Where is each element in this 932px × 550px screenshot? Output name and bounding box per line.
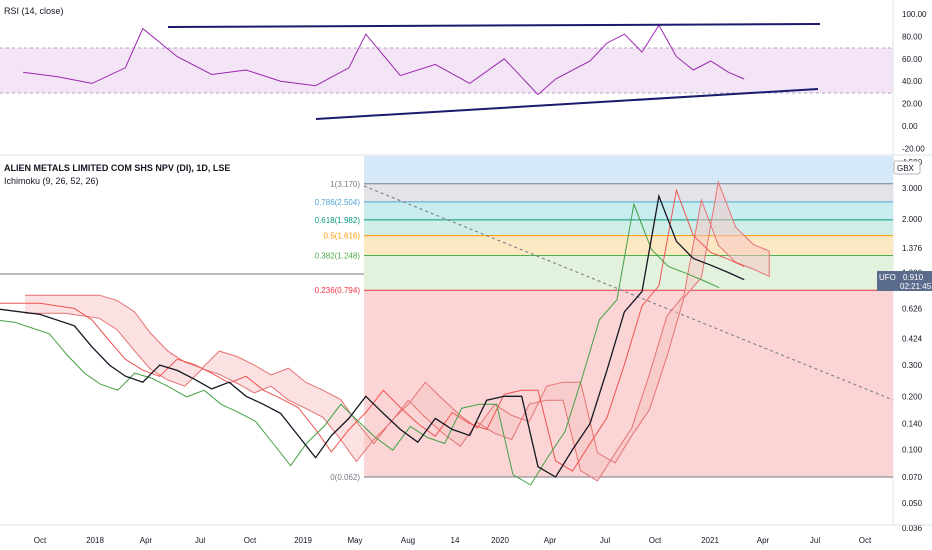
rsi-tick-label: -20.00 <box>902 144 925 153</box>
price-tick-label: 3.000 <box>902 184 923 193</box>
price-tick-label: 0.140 <box>902 420 923 429</box>
fib-zone <box>364 290 893 477</box>
last-price-tag <box>877 271 932 291</box>
time-tick-label: Oct <box>649 536 662 545</box>
time-tick-label: Oct <box>859 536 872 545</box>
rsi-tick-label: 20.00 <box>902 100 923 109</box>
price-title: ALIEN METALS LIMITED COM SHS NPV (DI), 1… <box>4 163 230 173</box>
rsi-lower-trendline[interactable] <box>315 88 819 120</box>
fib-level-label: 1(3.170) <box>330 180 360 189</box>
fib-labels: 1(3.170) 0.786(2.504) 0.618(1.982) 0.5(1.61… <box>315 180 361 482</box>
rsi-tick-label: 100.00 <box>902 10 927 19</box>
time-tick-label: Jul <box>810 536 820 545</box>
rsi-upper-trendline[interactable] <box>167 23 821 28</box>
time-tick-label: Apr <box>544 536 557 545</box>
time-tick-label: 14 <box>451 536 460 545</box>
time-tick-label: 2018 <box>86 536 104 545</box>
price-tick-label: 0.626 <box>902 305 923 314</box>
rsi-tick-label: 40.00 <box>902 77 923 86</box>
rsi-tick-label: 60.00 <box>902 55 923 64</box>
time-tick-label: Jul <box>195 536 205 545</box>
rsi-y-axis: 100.00 80.00 60.00 40.00 20.00 0.00 -20.00 <box>902 10 927 153</box>
last-price-symbol: UFO <box>879 273 896 282</box>
fib-level-label: 0.5(1.616) <box>324 232 361 241</box>
price-tick-label: 0.100 <box>902 446 923 455</box>
price-tick-label: 0.300 <box>902 361 923 370</box>
fib-zone <box>364 201 893 220</box>
last-price-value: 0.910 <box>903 273 924 282</box>
fib-level-label: 0(0.062) <box>330 473 360 482</box>
time-tick-label: Apr <box>140 536 153 545</box>
time-tick-label: 2021 <box>701 536 719 545</box>
fib-zone <box>364 183 893 202</box>
time-tick-label: May <box>347 536 362 545</box>
time-tick-label: 2019 <box>294 536 312 545</box>
time-tick-label: Jul <box>600 536 610 545</box>
time-tick-label: Apr <box>757 536 770 545</box>
fib-level-label: 0.236(0.794) <box>315 286 361 295</box>
fib-level-label: 0.618(1.982) <box>315 216 361 225</box>
fib-zone <box>364 235 893 256</box>
countdown: 02:21:45 <box>900 282 932 291</box>
fib-level-label: 0.382(1.248) <box>315 251 361 260</box>
time-tick-label: 2020 <box>491 536 509 545</box>
fib-zone-top <box>364 156 893 184</box>
rsi-tick-label: 0.00 <box>902 122 918 131</box>
fib-retracement[interactable] <box>364 156 893 478</box>
indicator-title: Ichimoku (9, 26, 52, 26) <box>4 176 99 186</box>
currency-badge-box <box>893 160 921 175</box>
price-tick-label: 0.424 <box>902 334 923 343</box>
price-tick-label: 1.376 <box>902 244 923 253</box>
price-pane: ALIEN METALS LIMITED COM SHS NPV (DI), 1… <box>0 156 932 533</box>
time-tick-label: Oct <box>34 536 47 545</box>
rsi-tick-label: 80.00 <box>902 32 923 41</box>
fib-trend-line <box>363 185 894 401</box>
rsi-line <box>23 24 745 96</box>
price-tick-label: 0.200 <box>902 392 923 401</box>
price-tick-label: 0.070 <box>902 473 923 482</box>
ichimoku-cloud <box>25 180 770 482</box>
price-tick-label: 0.036 <box>902 524 923 533</box>
rsi-title: RSI (14, close) <box>4 6 64 16</box>
ichimoku-base-line <box>0 188 745 472</box>
rsi-pane: RSI (14, close) 100.00 80.00 60.00 40.00 20.… <box>0 6 927 153</box>
price-y-axis: 4.5003.0002.0001.3761.0000.6260.4240.300… <box>902 158 923 533</box>
price-tick-label: 0.050 <box>902 499 923 508</box>
time-tick-label: Aug <box>401 536 415 545</box>
ichimoku-lagging-span <box>0 202 720 486</box>
time-axis[interactable]: Oct 2018 Apr Jul Oct 2019 May Aug 14 2020 Apr Jul Oc… <box>34 536 872 545</box>
fib-zone <box>364 255 893 291</box>
fib-level-label: 0.786(2.504) <box>315 198 361 207</box>
currency-badge[interactable]: GBX <box>897 164 915 173</box>
fib-zone <box>364 219 893 236</box>
price-line <box>0 193 745 478</box>
time-tick-label: Oct <box>244 536 257 545</box>
price-tick-label: 2.000 <box>902 215 923 224</box>
